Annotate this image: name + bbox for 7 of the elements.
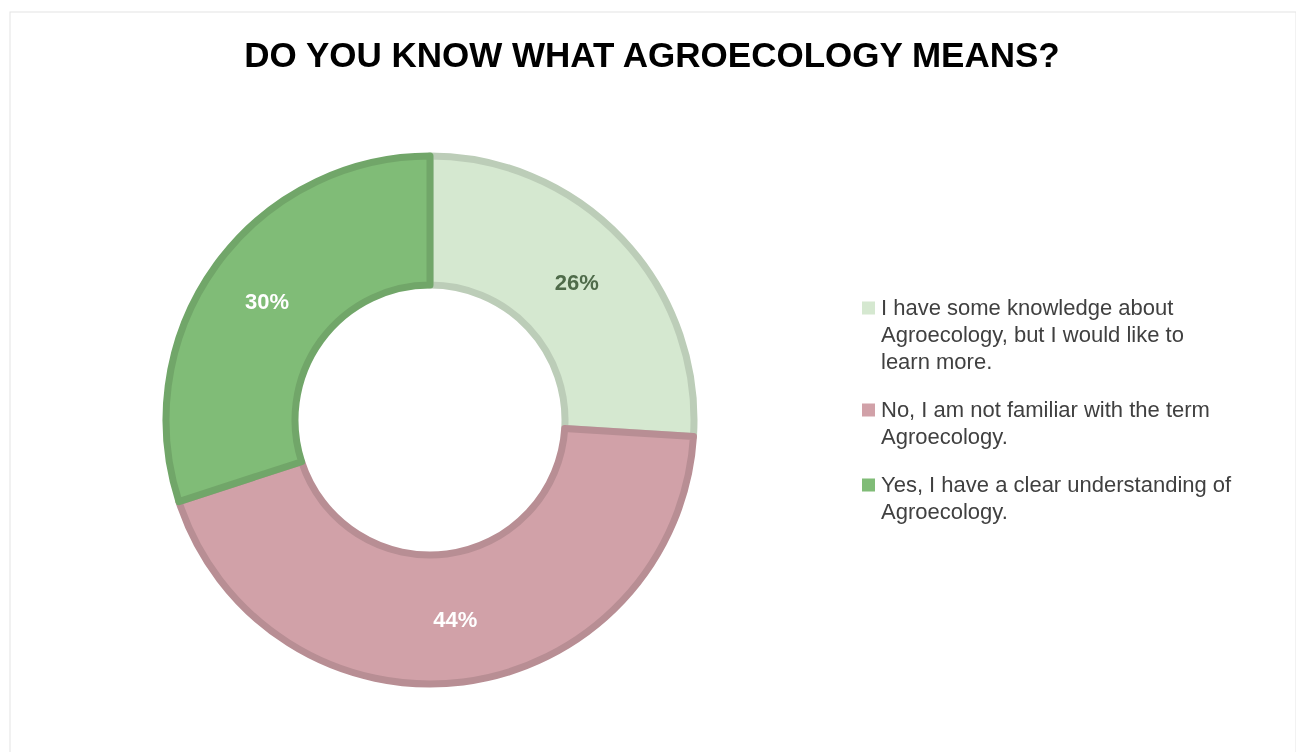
data-label: 44% <box>433 607 478 633</box>
legend-label: No, I am not familiar with the term Agroecology. <box>881 396 1210 449</box>
data-label: 30% <box>244 289 290 315</box>
legend-label: I have some knowledge about Agroecology, but I would like to learn more. <box>881 294 1184 374</box>
legend-label: Yes, I have a clear understanding of Agroecology. <box>881 471 1233 524</box>
data-label: 26% <box>554 269 599 295</box>
chart-title: DO YOU KNOW WHAT AGROECOLOGY MEANS? <box>244 35 1060 74</box>
